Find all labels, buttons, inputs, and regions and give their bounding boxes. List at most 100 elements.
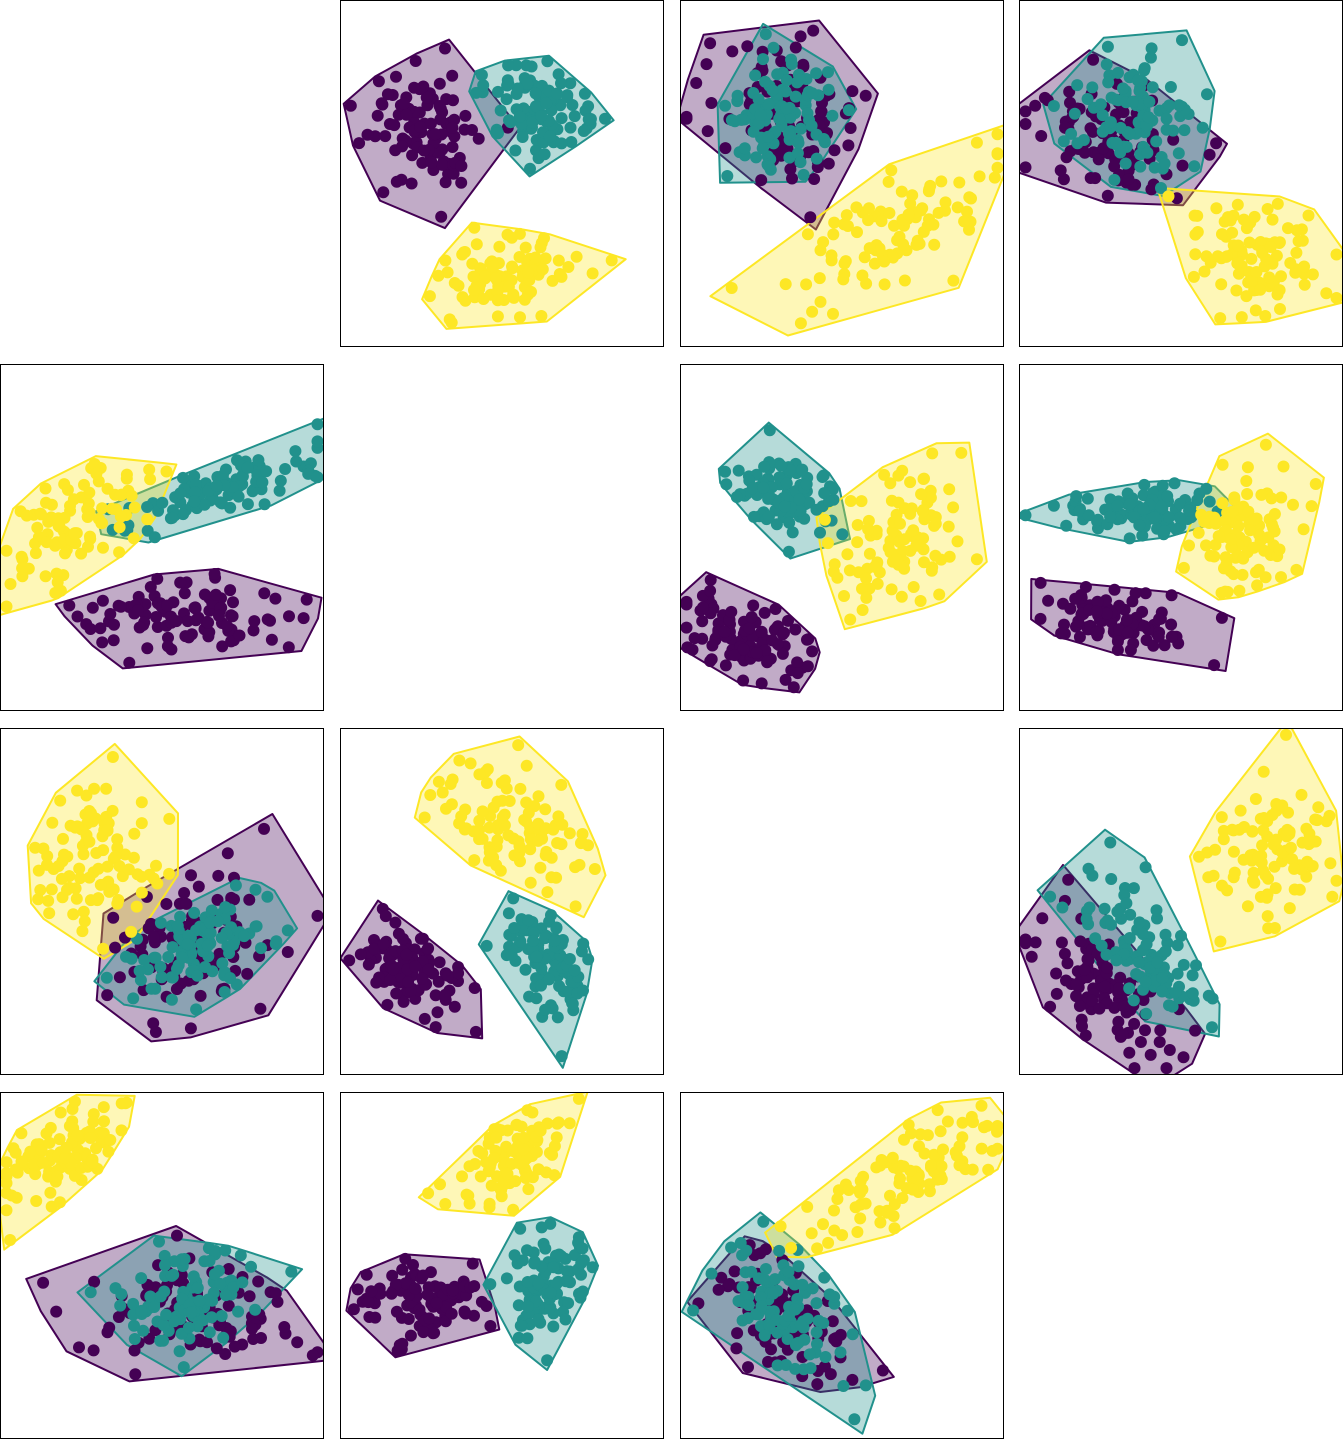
point-class1 [1156,972,1169,984]
point-class2 [895,590,908,603]
point-class0 [811,1378,824,1391]
point-class2 [114,510,127,523]
point-class0 [765,1343,777,1356]
point-class2 [130,900,143,913]
point-class0 [754,1247,767,1260]
point-class0 [779,673,792,686]
point-class2 [141,513,154,526]
point-class2 [443,313,456,326]
point-class2 [485,1179,498,1192]
point-class0 [114,600,127,613]
point-class0 [1034,576,1047,589]
point-class1 [1190,959,1202,972]
point-class2 [90,467,103,480]
point-class1 [171,963,183,975]
point-class2 [448,277,461,289]
point-class2 [896,1192,909,1204]
point-class2 [818,513,831,526]
point-class2 [855,495,868,508]
point-class2 [98,1115,110,1128]
point-class0 [1060,151,1073,164]
point-class2 [125,925,138,938]
point-class0 [706,639,719,652]
point-class2 [943,483,956,496]
point-class2 [1224,214,1237,227]
point-class2 [817,236,830,249]
point-class2 [898,274,911,287]
point-class2 [469,1158,481,1170]
point-class0 [379,910,392,923]
point-class0 [834,1328,847,1341]
point-class2 [563,827,576,840]
point-class0 [160,898,173,910]
point-class1 [1154,500,1167,513]
point-class1 [224,501,237,514]
point-class2 [897,238,910,251]
point-class2 [128,827,141,840]
point-class0 [459,109,472,122]
point-class2 [1245,252,1258,265]
point-class0 [466,1257,479,1270]
point-class2 [532,790,545,803]
point-class2 [550,871,563,884]
point-class1 [232,490,245,503]
point-class0 [213,947,226,960]
point-class0 [715,1271,728,1284]
point-class2 [1202,871,1215,884]
point-class1 [1150,135,1163,148]
point-class2 [991,1142,1004,1155]
point-class0 [354,948,367,961]
point-class2 [1251,579,1264,592]
point-class1 [736,1281,749,1294]
point-class2 [1309,813,1322,826]
point-class2 [926,447,939,460]
point-class1 [577,984,589,997]
point-class2 [71,784,84,797]
point-class0 [243,893,256,906]
point-class2 [849,1201,862,1214]
point-class2 [1226,226,1239,239]
point-class0 [1122,173,1135,186]
point-class2 [563,1117,576,1130]
point-class2 [57,832,69,845]
point-class2 [813,272,826,285]
point-class0 [1078,963,1091,976]
point-class0 [409,960,422,973]
point-class2 [491,795,504,808]
point-class0 [1091,595,1104,608]
point-class1 [780,477,793,490]
point-class2 [473,768,486,781]
point-class2 [1216,228,1228,241]
panel-r2-c3 [1019,728,1343,1075]
point-class2 [844,613,857,626]
point-class2 [1275,270,1287,283]
point-class1 [127,1297,140,1310]
point-class1 [561,91,574,104]
point-class2 [951,201,964,214]
point-class0 [104,608,117,620]
point-class2 [477,293,490,305]
point-class0 [1070,978,1083,991]
point-class2 [868,560,881,573]
point-class1 [285,1265,298,1278]
point-class1 [541,1354,554,1367]
point-class2 [1200,539,1212,552]
point-class2 [418,811,431,824]
point-class2 [779,278,792,291]
point-class0 [147,930,160,943]
point-class1 [771,68,784,81]
point-class0 [1044,1000,1057,1013]
point-class2 [70,892,83,905]
point-class0 [188,601,201,614]
point-class1 [541,55,554,68]
point-class1 [1148,511,1161,524]
point-class1 [757,481,770,494]
point-class0 [369,1311,382,1324]
point-class0 [745,611,758,624]
point-class2 [863,242,876,255]
point-class0 [233,629,246,642]
point-class2 [868,257,881,270]
point-class0 [429,989,442,1002]
point-class0 [704,655,717,668]
point-class2 [441,266,454,279]
